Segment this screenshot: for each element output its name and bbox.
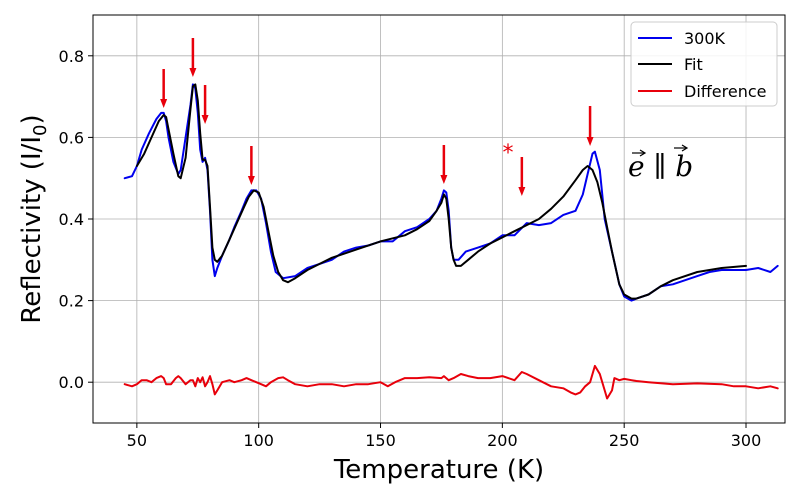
svg-text:e ∥ b: e ∥ b [628, 150, 693, 183]
asterisk-marker: * [503, 141, 514, 166]
x-tick-label: 50 [127, 431, 147, 450]
x-tick-label: 250 [609, 431, 640, 450]
vector-arrowhead-b [681, 144, 689, 152]
series-layer [123, 83, 779, 400]
legend-box [630, 21, 778, 107]
peak-arrow [189, 38, 197, 77]
peak-arrow-head [586, 137, 594, 146]
peak-arrow-head [518, 187, 526, 196]
peak-arrow-head [201, 115, 209, 124]
tick-layer: 50 100 150 200 250 300 0.0 0.2 0.4 0.6 0.8 [59, 47, 762, 450]
peak-arrow [440, 145, 448, 184]
legend-label-fit: Fit [684, 55, 703, 74]
peak-arrow [201, 85, 209, 124]
e-parallel-b-annotation: e ∥ b [628, 144, 693, 183]
series-difference-line [123, 364, 779, 400]
peak-arrow [247, 146, 255, 185]
series-300k-line [123, 83, 779, 302]
peak-arrow [160, 69, 168, 108]
series-fit-line [135, 83, 747, 300]
y-tick-label: 0.2 [59, 292, 84, 311]
x-tick-label: 300 [731, 431, 762, 450]
y-tick-label: 0.6 [59, 128, 84, 147]
vector-arrowhead-e [639, 149, 647, 157]
y-tick-label: 0.8 [59, 47, 84, 66]
peak-arrow-head [160, 99, 168, 108]
legend: 300K Fit Difference [630, 21, 778, 107]
x-tick-label: 200 [487, 431, 518, 450]
y-tick-label: 0.0 [59, 373, 84, 392]
legend-label-difference: Difference [684, 82, 766, 101]
y-axis-label: Reflectivity (I/I0) [17, 114, 51, 323]
y-axis-label-subscript: 0 [30, 125, 51, 136]
x-tick-label: 100 [243, 431, 274, 450]
peak-arrow [518, 157, 526, 196]
peak-arrow [586, 106, 594, 146]
peak-arrow-head [189, 68, 197, 77]
y-axis-label-close: ) [17, 114, 47, 124]
arrow-layer [160, 38, 594, 196]
y-tick-label: 0.4 [59, 210, 84, 229]
x-tick-label: 150 [365, 431, 396, 450]
peak-arrow-head [247, 176, 255, 185]
legend-label-300k: 300K [684, 29, 726, 48]
y-axis-label-main: Reflectivity (I/I [17, 136, 47, 324]
peak-arrow-head [440, 175, 448, 184]
x-axis-label: Temperature (K) [333, 455, 544, 485]
